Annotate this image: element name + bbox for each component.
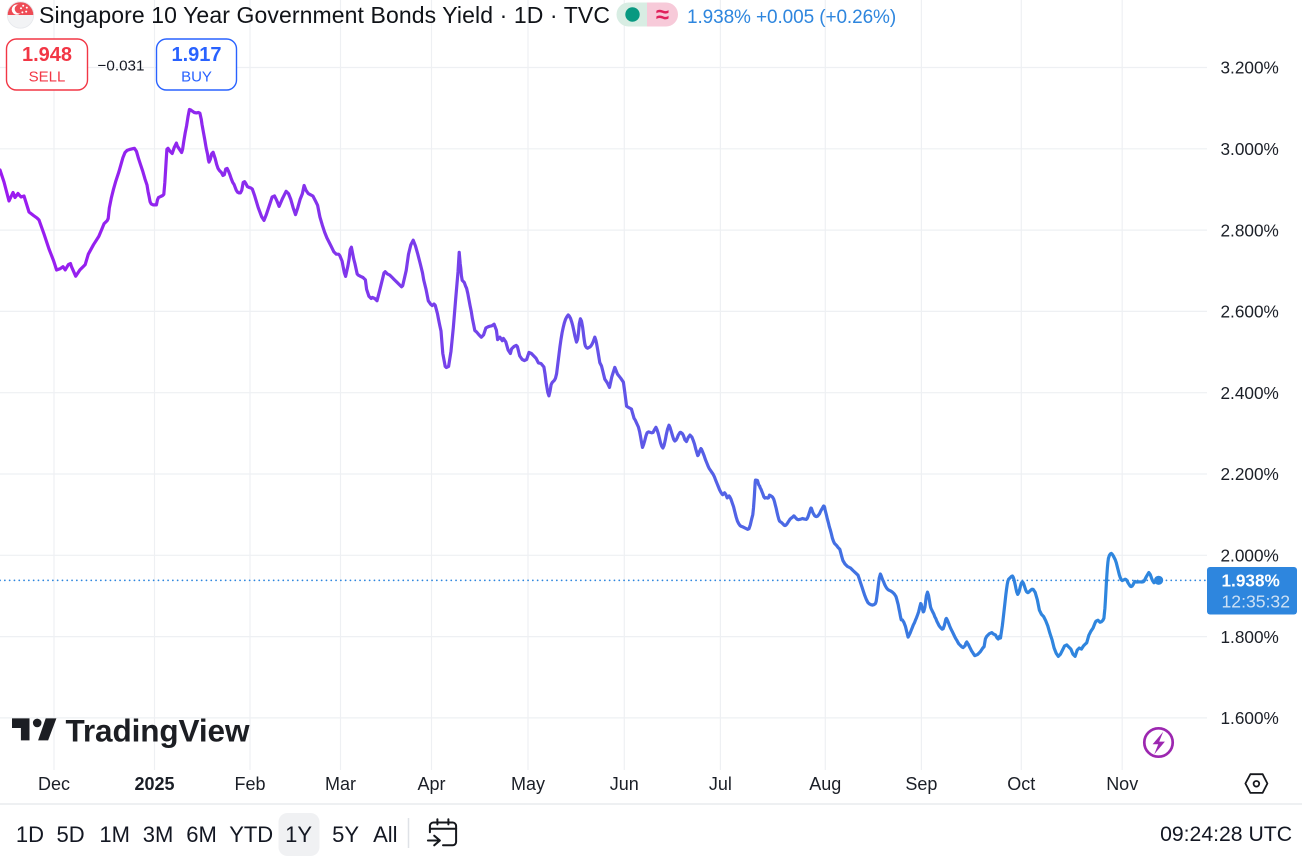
svg-text:1.600%: 1.600% bbox=[1221, 708, 1279, 728]
svg-text:Apr: Apr bbox=[417, 774, 445, 794]
svg-text:−0.031: −0.031 bbox=[98, 58, 145, 75]
svg-text:≈: ≈ bbox=[656, 2, 669, 29]
svg-text:Dec: Dec bbox=[38, 774, 70, 794]
svg-text:2025: 2025 bbox=[134, 774, 174, 794]
svg-text:Oct: Oct bbox=[1007, 774, 1035, 794]
svg-text:1.948: 1.948 bbox=[22, 44, 72, 66]
svg-text:2.600%: 2.600% bbox=[1221, 302, 1279, 322]
svg-text:1M: 1M bbox=[99, 822, 130, 847]
svg-text:6M: 6M bbox=[186, 822, 217, 847]
svg-text:1.938%: 1.938% bbox=[1222, 571, 1280, 591]
svg-text:1D: 1D bbox=[16, 822, 44, 847]
svg-text:1Y: 1Y bbox=[285, 822, 312, 847]
svg-text:2.200%: 2.200% bbox=[1221, 464, 1279, 484]
svg-text:All: All bbox=[373, 822, 397, 847]
svg-text:Nov: Nov bbox=[1106, 774, 1138, 794]
svg-text:3M: 3M bbox=[143, 822, 174, 847]
svg-text:Aug: Aug bbox=[809, 774, 841, 794]
svg-text:TradingView: TradingView bbox=[66, 713, 250, 749]
svg-text:BUY: BUY bbox=[181, 69, 212, 86]
svg-text:3.200%: 3.200% bbox=[1221, 58, 1279, 78]
svg-text:May: May bbox=[511, 774, 545, 794]
svg-text:09:24:28 UTC: 09:24:28 UTC bbox=[1160, 823, 1292, 846]
svg-text:YTD: YTD bbox=[229, 822, 273, 847]
svg-text:3.000%: 3.000% bbox=[1221, 139, 1279, 159]
svg-text:1.800%: 1.800% bbox=[1221, 627, 1279, 647]
svg-text:2.800%: 2.800% bbox=[1221, 220, 1279, 240]
svg-text:12:35:32: 12:35:32 bbox=[1222, 592, 1291, 612]
svg-text:1.917: 1.917 bbox=[171, 44, 221, 66]
svg-text:5D: 5D bbox=[57, 822, 85, 847]
svg-text:1.938% +0.005 (+0.26%): 1.938% +0.005 (+0.26%) bbox=[687, 7, 896, 28]
svg-text:2.400%: 2.400% bbox=[1221, 383, 1279, 403]
svg-text:Sep: Sep bbox=[905, 774, 937, 794]
svg-text:SELL: SELL bbox=[29, 69, 66, 86]
svg-text:Singapore 10 Year Government B: Singapore 10 Year Government Bonds Yield… bbox=[39, 2, 610, 28]
svg-text:Feb: Feb bbox=[234, 774, 265, 794]
svg-text:2.000%: 2.000% bbox=[1221, 546, 1279, 566]
svg-text:Mar: Mar bbox=[325, 774, 356, 794]
svg-text:Jul: Jul bbox=[709, 774, 732, 794]
svg-text:5Y: 5Y bbox=[332, 822, 359, 847]
svg-text:Jun: Jun bbox=[610, 774, 639, 794]
